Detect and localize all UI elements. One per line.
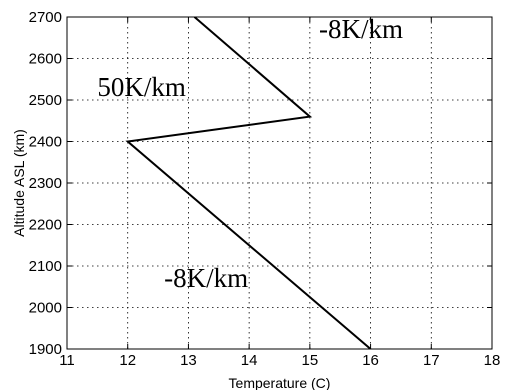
x-tick-label: 12 <box>119 352 136 369</box>
y-tick-label: 2700 <box>29 9 62 26</box>
x-tick-label: 14 <box>241 352 258 369</box>
y-tick-label: 1900 <box>29 341 62 358</box>
grid <box>67 17 492 349</box>
x-axis-label: Temperature (C) <box>229 375 331 390</box>
x-tick-label: 17 <box>423 352 440 369</box>
y-tick-label: 2000 <box>29 300 62 317</box>
y-tick-label: 2300 <box>29 175 62 192</box>
y-tick-label: 2200 <box>29 217 62 234</box>
ticks <box>66 16 493 350</box>
lapse-rate-annotation: 50K/km <box>97 72 186 102</box>
temperature-profile-line <box>125 17 372 349</box>
lapse-rate-annotation: -8K/km <box>319 14 403 44</box>
x-tick-label: 15 <box>302 352 319 369</box>
y-tick-label: 2600 <box>29 51 62 68</box>
y-tick-label: 2400 <box>29 134 62 151</box>
lapse-rate-annotation: -8K/km <box>164 263 248 293</box>
y-axis-label: Altitude ASL (km) <box>11 129 27 237</box>
tick-labels: 11 12 13 14 15 16 17 18 1900 2000 2100 2200 2300 2400… <box>29 9 501 369</box>
x-tick-label: 11 <box>59 352 75 369</box>
y-tick-label: 2500 <box>29 92 62 109</box>
x-tick-label: 18 <box>484 352 501 369</box>
x-tick-label: 16 <box>362 352 379 369</box>
annotations: -8K/km 50K/km -8K/km <box>97 14 403 293</box>
y-tick-label: 2100 <box>29 258 62 275</box>
x-tick-label: 13 <box>180 352 197 369</box>
series <box>125 17 372 349</box>
